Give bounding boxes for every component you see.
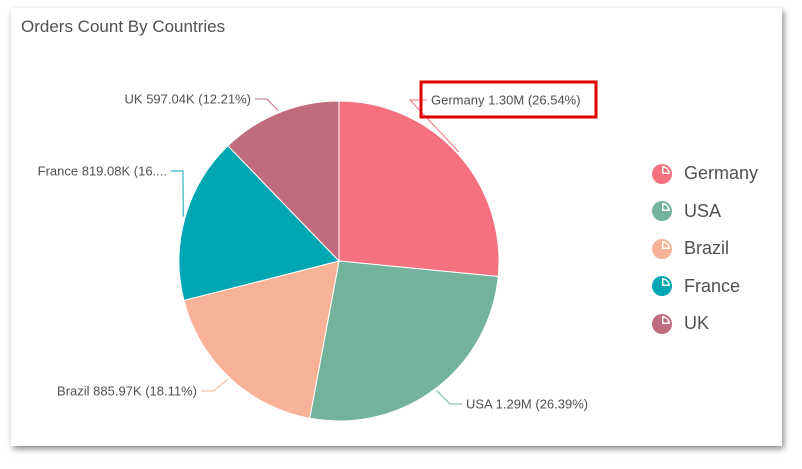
pie-legend-icon	[652, 313, 672, 334]
leader-line-france	[171, 170, 184, 217]
legend-item-usa[interactable]: USA	[651, 193, 758, 231]
legend-label: Germany	[684, 163, 759, 184]
pie-slice-uk[interactable]	[227, 100, 340, 263]
chart-title: Orders Count By Countries	[21, 17, 226, 36]
data-label-brazil: Brazil 885.97K (18.11%)	[57, 384, 197, 399]
pie-slice-brazil[interactable]	[183, 260, 340, 419]
data-label-usa: USA 1.29M (26.39%)	[466, 397, 588, 412]
pie-legend-icon	[652, 238, 672, 259]
data-label-germany: Germany 1.30M (26.54%)	[431, 93, 581, 108]
legend-item-uk[interactable]: UK	[651, 305, 758, 343]
legend-item-france[interactable]: France	[651, 268, 758, 306]
pie-slice-germany[interactable]	[338, 100, 500, 278]
data-label-uk: UK 597.04K (12.21%)	[125, 92, 251, 107]
legend-item-brazil[interactable]: Brazil	[651, 230, 758, 268]
highlight-box	[419, 80, 598, 119]
leader-line-brazil	[201, 378, 229, 392]
legend-label: USA	[684, 200, 722, 221]
pie-legend-icon	[652, 201, 672, 222]
pie-legend-icon	[652, 276, 672, 297]
pie-slice-usa[interactable]	[309, 260, 499, 422]
chart-legend: Germany USA Brazil France UK	[651, 155, 758, 343]
legend-label: UK	[684, 313, 710, 334]
legend-label: France	[684, 275, 741, 296]
pie-slice-france[interactable]	[178, 145, 340, 302]
leader-line-uk	[255, 98, 279, 112]
data-label-france: France 819.08K (16....	[38, 164, 167, 179]
legend-item-germany[interactable]: Germany	[651, 155, 758, 193]
leader-line-usa	[436, 390, 462, 405]
pie-legend-icon	[652, 163, 672, 184]
legend-label: Brazil	[684, 238, 730, 259]
